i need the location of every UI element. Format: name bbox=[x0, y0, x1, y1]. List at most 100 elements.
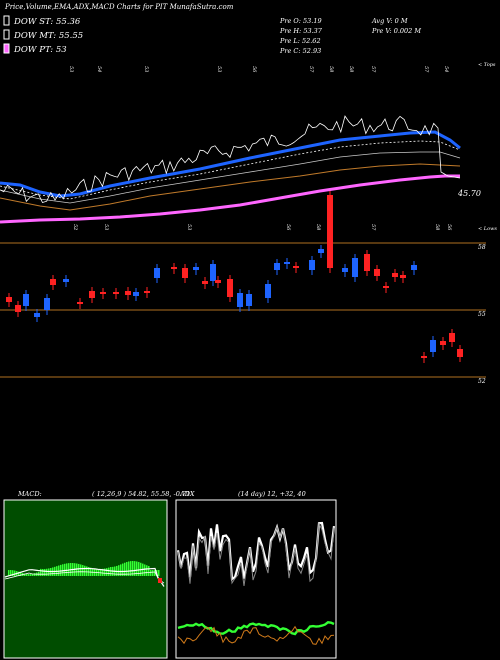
macd-histogram-bar bbox=[42, 568, 44, 576]
chart-title: Price,Volume,EMA,ADX,MACD Charts for PIT… bbox=[4, 3, 234, 11]
macd-histogram-bar bbox=[148, 565, 150, 576]
candle-body bbox=[227, 279, 233, 297]
candle-body bbox=[421, 356, 427, 358]
candle-body bbox=[44, 298, 50, 310]
macd-histogram-bar bbox=[104, 568, 106, 576]
candle-body bbox=[392, 273, 398, 277]
tops-labels: 53 54 53 53 56 57 58 58 57 57 54 bbox=[68, 66, 449, 73]
macd-histogram-bar bbox=[88, 567, 90, 576]
pre-volume: Pre V: 0.002 M bbox=[371, 27, 421, 35]
lows-label: < Lows bbox=[478, 226, 497, 232]
last-value-label: 45.70 bbox=[457, 189, 481, 198]
candle-body bbox=[265, 284, 271, 298]
candle-body bbox=[63, 279, 69, 282]
candle-body bbox=[144, 291, 150, 293]
legend-st-label: DOW ST: 55.36 bbox=[13, 17, 81, 27]
candle-body bbox=[318, 249, 324, 253]
tops-label: < Tops bbox=[478, 62, 496, 68]
macd-panel: MACD: ( 12,26,9 ) 54.82, 55.58, -0.71 bbox=[3, 490, 190, 659]
lows-label-item: 53 bbox=[103, 224, 109, 230]
adx-minus-di-line bbox=[177, 625, 335, 645]
price-line bbox=[0, 115, 461, 203]
macd-histogram-bar bbox=[120, 564, 122, 576]
macd-histogram-bar bbox=[108, 567, 110, 576]
ema-mid-line bbox=[0, 163, 461, 211]
macd-histogram-bar bbox=[44, 568, 46, 576]
candle-body bbox=[133, 292, 139, 296]
candle-body bbox=[210, 264, 216, 281]
candle-body bbox=[400, 275, 406, 278]
macd-histogram-bar bbox=[158, 570, 160, 576]
price-level-52: 52 bbox=[478, 378, 486, 385]
candle-body bbox=[50, 279, 56, 285]
candle-body bbox=[309, 260, 315, 270]
macd-signal-line bbox=[4, 571, 165, 584]
tops-label-item: 56 bbox=[251, 66, 257, 73]
ema-mid-line-2 bbox=[0, 151, 461, 204]
ema-short-line bbox=[0, 130, 461, 198]
adx-plus-di-shadow bbox=[177, 521, 335, 586]
legend-pt-label: DOW PT: 53 bbox=[13, 45, 67, 55]
macd-histogram-bar bbox=[150, 570, 152, 576]
macd-histogram-bar bbox=[48, 568, 50, 576]
candle-body bbox=[440, 341, 446, 345]
candle-body bbox=[34, 313, 40, 317]
adx-line bbox=[177, 621, 335, 636]
tops-label-item: 54 bbox=[443, 66, 449, 72]
adx-label: ADX bbox=[179, 490, 195, 498]
macd-histogram-bar bbox=[40, 568, 42, 576]
legend-swatch-st bbox=[3, 15, 10, 26]
candle-body bbox=[15, 305, 21, 312]
macd-histogram-bar bbox=[136, 561, 138, 576]
tops-label-item: 57 bbox=[370, 66, 376, 73]
macd-histogram-bar bbox=[34, 573, 36, 576]
tops-label-item: 58 bbox=[348, 66, 354, 72]
macd-histogram-bar bbox=[62, 564, 64, 576]
candle-body bbox=[77, 302, 83, 304]
candle-body bbox=[449, 333, 455, 342]
macd-label: MACD: bbox=[17, 490, 42, 498]
macd-histogram-bar bbox=[66, 563, 68, 576]
macd-histogram-bar bbox=[130, 561, 132, 576]
macd-histogram-bar bbox=[82, 565, 84, 576]
macd-histogram-bar bbox=[28, 573, 30, 576]
macd-histogram-bar bbox=[78, 563, 80, 576]
pre-high: Pre H: 53.37 bbox=[279, 27, 323, 35]
candlesticks bbox=[6, 191, 463, 363]
macd-histogram-bar bbox=[146, 565, 148, 576]
lows-label-item: 52 bbox=[72, 224, 78, 230]
pre-close: Pre C: 52.93 bbox=[279, 47, 321, 55]
macd-histogram-bar bbox=[30, 573, 32, 576]
candle-body bbox=[352, 258, 358, 277]
tops-label-item: 53 bbox=[216, 66, 222, 72]
candle-body bbox=[430, 340, 436, 352]
tops-label-item: 53 bbox=[68, 66, 74, 72]
candle-body bbox=[237, 293, 243, 307]
macd-histogram-bar bbox=[132, 561, 134, 576]
macd-histogram-bar bbox=[128, 561, 130, 576]
candle-body bbox=[411, 265, 417, 270]
lows-label-item: 58 bbox=[434, 224, 440, 230]
candle-body bbox=[284, 262, 290, 264]
macd-histogram-bar bbox=[64, 563, 66, 576]
price-level-58: 58 bbox=[478, 244, 486, 251]
macd-histogram-bar bbox=[124, 562, 126, 576]
tops-label-item: 53 bbox=[143, 66, 149, 72]
candle-body bbox=[293, 266, 299, 268]
macd-plot-area bbox=[3, 499, 168, 659]
legend-swatch-mt bbox=[3, 29, 10, 40]
lows-labels: 52 53 53 56 58 57 58 56 bbox=[72, 224, 452, 231]
adx-panel: ADX (14 day) 12, +32, 40 bbox=[175, 490, 337, 659]
macd-histogram-bar bbox=[84, 565, 86, 576]
legend-mt-label: DOW MT: 55.55 bbox=[13, 31, 83, 41]
macd-histogram-bar bbox=[102, 568, 104, 576]
tops-label-item: 57 bbox=[308, 66, 314, 73]
macd-histogram-bar bbox=[110, 566, 112, 576]
macd-histogram-bar bbox=[8, 570, 10, 576]
macd-histogram-bar bbox=[32, 573, 34, 576]
adx-params: (14 day) 12, +32, 40 bbox=[238, 490, 306, 498]
lows-label-item: 57 bbox=[370, 224, 376, 231]
candle-body bbox=[457, 349, 463, 357]
macd-histogram-bar bbox=[10, 570, 12, 576]
lows-label-item: 56 bbox=[285, 224, 291, 231]
